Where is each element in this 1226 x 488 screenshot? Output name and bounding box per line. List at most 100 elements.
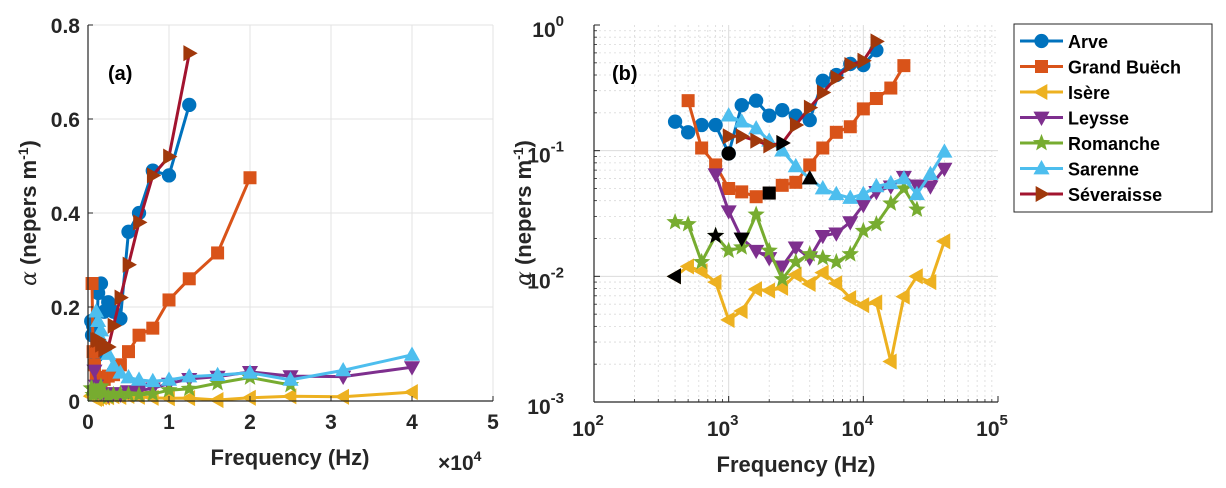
legend-item: Séveraisse	[1020, 185, 1162, 205]
data-point	[856, 102, 870, 116]
panel-b-axes: 102 103 104 105 10-3 10-2 10-1 100	[527, 13, 1008, 441]
data-point	[734, 98, 749, 113]
data-point	[774, 260, 791, 275]
panel-b-xlabel: Frequency (Hz)	[717, 452, 876, 477]
data-point	[867, 294, 883, 311]
data-point	[241, 364, 259, 379]
data-point	[85, 277, 99, 290]
data-point	[936, 162, 953, 178]
data-point	[86, 364, 103, 379]
data-point	[282, 388, 297, 405]
series-sarenne-a	[88, 303, 421, 388]
data-point	[132, 328, 146, 342]
ylabel-text: (nepers m	[511, 160, 536, 265]
data-point	[844, 56, 859, 74]
data-point	[180, 379, 198, 397]
data-point	[801, 275, 816, 292]
x-exponent-base: ×10	[438, 452, 474, 475]
legend-marker	[1035, 60, 1048, 73]
data-point	[884, 81, 898, 95]
data-point	[897, 59, 911, 73]
series-is-re-b	[666, 233, 951, 370]
legend-label: Isère	[1068, 83, 1110, 103]
data-point	[787, 252, 805, 270]
legend-label: Séveraisse	[1068, 185, 1162, 205]
data-point	[774, 142, 791, 157]
data-point	[750, 132, 765, 149]
data-point	[709, 158, 723, 172]
data-point	[99, 387, 117, 404]
data-point	[908, 200, 926, 217]
x-tick-label: 104	[841, 412, 873, 441]
data-point	[827, 252, 845, 270]
data-point	[827, 275, 843, 292]
data-point	[775, 178, 789, 192]
data-point	[854, 221, 872, 239]
data-point	[720, 241, 738, 259]
data-point	[334, 388, 349, 405]
legend-label: Sarenne	[1068, 160, 1139, 180]
data-point	[335, 362, 352, 377]
ylabel-alpha: α	[17, 271, 42, 286]
legend-item: Sarenne	[1020, 160, 1139, 180]
legend-marker	[1032, 133, 1051, 151]
legend-label: Leysse	[1068, 109, 1129, 129]
highlight-point	[776, 134, 791, 152]
data-point	[162, 293, 176, 307]
data-point	[92, 377, 110, 394]
data-point	[895, 288, 910, 305]
data-point	[692, 252, 711, 270]
series-line	[90, 177, 252, 383]
legend-marker	[1033, 83, 1048, 101]
x-tick-label: 3	[325, 411, 337, 434]
data-point	[105, 357, 122, 372]
data-point	[815, 73, 830, 88]
x-tick-label: 1	[163, 411, 175, 434]
data-point	[144, 384, 162, 402]
data-point	[747, 205, 765, 222]
data-point	[762, 108, 777, 123]
series-sarenne-b	[720, 107, 953, 204]
legend-items: Arve Grand Buëch Isère Leysse Romanche Sarenn…	[1020, 32, 1181, 205]
data-point	[679, 258, 694, 275]
data-point	[681, 94, 695, 108]
data-point	[735, 185, 749, 199]
data-point	[708, 117, 723, 133]
data-point	[828, 185, 845, 201]
ylabel-close: )	[511, 140, 536, 147]
data-point	[119, 385, 138, 402]
data-point	[107, 317, 122, 334]
data-point	[841, 290, 857, 307]
data-point	[802, 112, 817, 128]
data-point	[935, 233, 951, 250]
data-point	[707, 168, 724, 183]
data-point	[814, 248, 832, 266]
panel-b-ylabel: α (nepers m-1)	[510, 140, 537, 286]
data-point	[163, 148, 178, 165]
series-leysse-b	[707, 162, 953, 275]
legend-marker	[1033, 111, 1050, 126]
panel-b-series	[666, 33, 953, 370]
y-tick-label: 0	[68, 391, 80, 414]
panel-b: 102 103 104 105 10-3 10-2 10-1 100 (b) Frequenc…	[510, 13, 1008, 477]
data-point	[112, 364, 129, 379]
ylabel-close: )	[16, 140, 41, 147]
legend-item: Romanche	[1020, 133, 1160, 154]
data-point	[111, 384, 130, 402]
data-point	[857, 52, 872, 69]
data-point	[814, 229, 831, 245]
ylabel-text: (nepers m	[16, 160, 41, 265]
data-point	[760, 282, 776, 299]
data-point	[803, 99, 819, 116]
data-point	[282, 371, 299, 386]
data-point	[855, 199, 872, 214]
data-point	[895, 170, 912, 185]
y-tick-label: 0.6	[51, 109, 80, 132]
data-point	[841, 245, 859, 262]
data-point	[114, 289, 129, 306]
data-point	[403, 346, 421, 361]
data-point	[181, 368, 198, 383]
legend-label: Romanche	[1068, 134, 1160, 154]
y-tick-label: 10-2	[527, 264, 564, 293]
panel-b-label: (b)	[612, 63, 638, 85]
